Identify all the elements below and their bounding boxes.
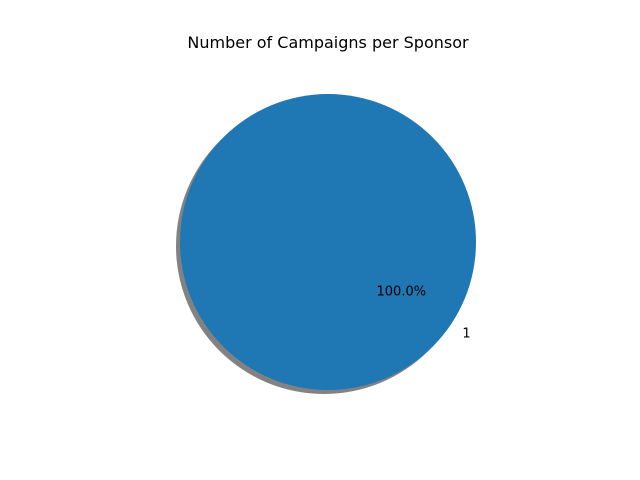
chart-title: Number of Campaigns per Sponsor	[187, 33, 469, 52]
pie-slices-layer	[180, 94, 476, 390]
pie-slice-label: 1	[462, 326, 470, 341]
pie-slice	[180, 94, 476, 390]
pie-percent-label: 100.0%	[377, 285, 427, 300]
pie-labels-layer: 1 100.0%	[377, 285, 471, 342]
